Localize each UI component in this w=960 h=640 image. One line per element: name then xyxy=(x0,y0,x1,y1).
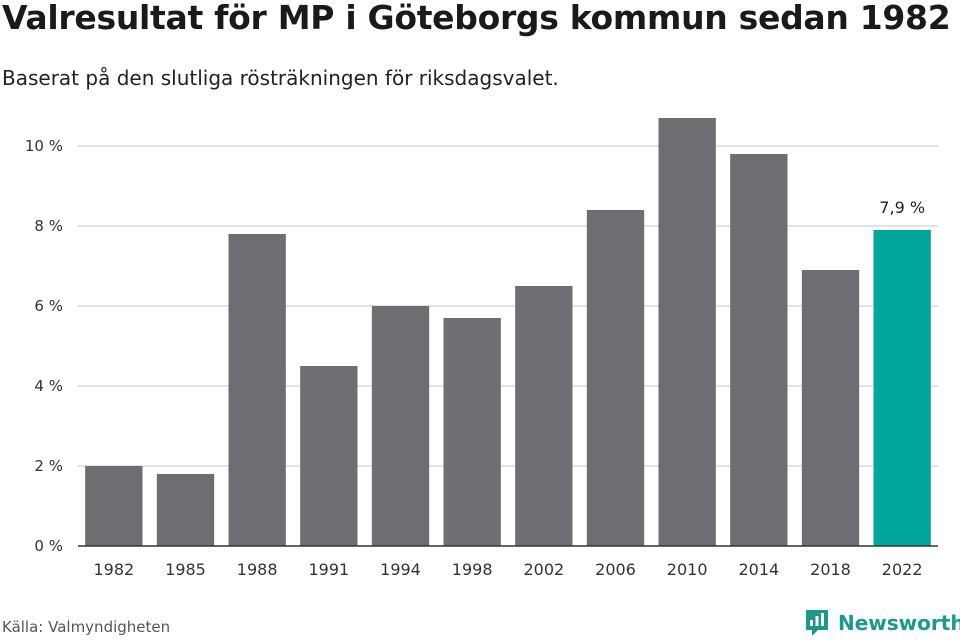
x-tick-label: 1982 xyxy=(93,560,134,579)
x-tick-label: 1998 xyxy=(452,560,493,579)
bar-2006 xyxy=(586,210,645,546)
y-tick-label: 8 % xyxy=(34,217,63,235)
x-tick-label: 2014 xyxy=(738,560,779,579)
bar-1991 xyxy=(300,366,358,546)
x-tick-label: 2010 xyxy=(667,560,708,579)
x-tick-label: 2018 xyxy=(810,560,851,579)
x-tick-label: 1994 xyxy=(380,560,421,579)
y-tick-label: 4 % xyxy=(34,377,63,395)
y-tick-label: 2 % xyxy=(34,457,63,475)
newsworthy-logo-icon xyxy=(806,610,828,636)
chart-title: Valresultat för MP i Göteborgs kommun se… xyxy=(2,0,951,37)
x-tick-label: 2022 xyxy=(882,560,923,579)
x-tick-label: 1985 xyxy=(165,560,206,579)
y-tick-label: 0 % xyxy=(34,537,63,555)
bar-1982 xyxy=(85,466,143,546)
chart-subtitle: Baserat på den slutliga rösträkningen fö… xyxy=(2,66,559,90)
bar-2022 xyxy=(873,230,931,546)
bar-2010 xyxy=(658,118,716,546)
data-labels: 7,9 % xyxy=(879,198,925,217)
bar-1998 xyxy=(443,318,501,546)
brand-name: Newsworthy xyxy=(838,611,960,635)
y-axis-ticks: 0 % 2 % 4 % 6 % 8 % 10 % xyxy=(25,137,63,555)
bar-2018 xyxy=(801,270,860,546)
bar-1994 xyxy=(371,306,430,546)
bar-1988 xyxy=(228,234,286,546)
bars xyxy=(85,118,931,546)
bar-2002 xyxy=(515,286,573,546)
gridlines xyxy=(78,145,938,467)
bar-2014 xyxy=(730,154,788,546)
bar-value-label: 7,9 % xyxy=(879,198,925,217)
x-tick-label: 1991 xyxy=(308,560,349,579)
brand-logo: Newsworthy xyxy=(804,608,960,638)
y-tick-label: 6 % xyxy=(34,297,63,315)
bar-1985 xyxy=(156,474,215,546)
y-tick-label: 10 % xyxy=(25,137,63,155)
x-tick-label: 2006 xyxy=(595,560,636,579)
source-note: Källa: Valmyndigheten xyxy=(2,618,171,636)
x-tick-label: 1988 xyxy=(237,560,278,579)
x-axis-ticks: 1982 1985 1988 1991 1994 1998 2002 2006 2010 2014… xyxy=(93,560,922,579)
x-tick-label: 2002 xyxy=(523,560,564,579)
